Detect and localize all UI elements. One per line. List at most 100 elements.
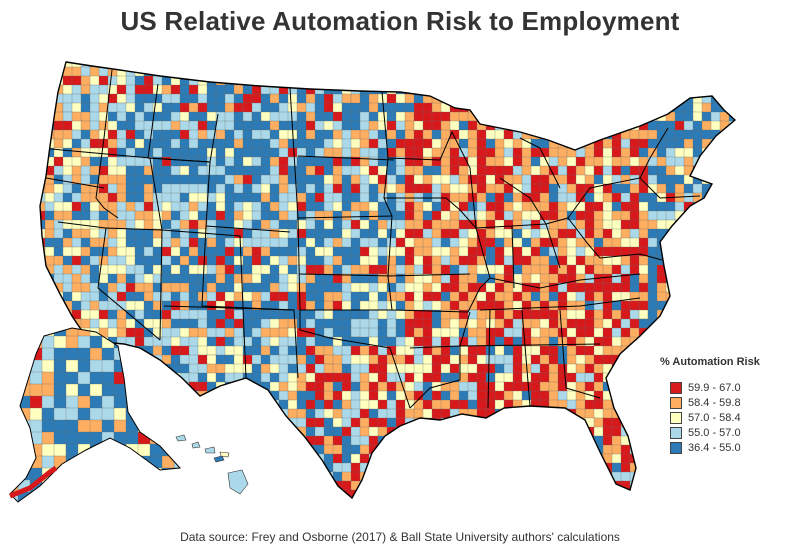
county-cell — [692, 462, 703, 474]
county-cell — [395, 480, 408, 491]
county-cell — [125, 291, 137, 302]
county-cell — [125, 327, 136, 338]
county-cell — [278, 219, 290, 230]
county-cell — [494, 381, 506, 393]
county-cell — [557, 66, 570, 78]
county-cell — [71, 84, 82, 95]
county-cell — [395, 426, 408, 439]
county-cell — [530, 62, 543, 70]
county-cell — [215, 426, 227, 437]
county-cell — [40, 111, 47, 124]
county-cell — [233, 62, 245, 68]
county-cell — [179, 183, 190, 194]
county-cell — [116, 480, 129, 493]
county-cell — [44, 489, 55, 498]
county-cell — [170, 390, 183, 402]
county-cell — [566, 102, 580, 113]
county-cell — [137, 371, 151, 386]
county-cell — [467, 246, 479, 257]
county-cell — [422, 62, 434, 70]
county-cell — [738, 139, 748, 150]
county-cell — [638, 111, 651, 122]
county-cell — [224, 426, 236, 438]
county-cell — [197, 399, 208, 412]
county-cell — [101, 407, 116, 421]
county-cell — [378, 499, 387, 508]
legend: % Automation Risk 59.9 - 67.0 58.4 - 59.8… — [660, 356, 790, 455]
county-cell — [494, 435, 505, 448]
county-cell — [224, 390, 237, 401]
county-cell — [413, 75, 426, 88]
county-cell — [125, 75, 136, 86]
county-cell — [467, 336, 478, 347]
county-cell — [575, 183, 586, 194]
county-cell — [692, 210, 706, 224]
county-cell — [179, 66, 190, 78]
county-cell — [485, 62, 498, 69]
county-cell — [468, 499, 480, 509]
county-cell — [458, 192, 469, 203]
county-cell — [287, 480, 299, 493]
county-cell — [62, 120, 74, 132]
county-cell — [494, 102, 505, 113]
county-cell — [233, 129, 244, 140]
county-cell — [530, 309, 541, 321]
county-cell — [647, 381, 658, 394]
county-cell — [548, 84, 561, 96]
county-cell — [215, 480, 226, 492]
county-cell — [116, 489, 127, 498]
county-cell — [17, 443, 34, 459]
county-cell — [170, 129, 181, 140]
county-cell — [269, 435, 281, 447]
county-cell — [674, 62, 686, 69]
county-cell — [53, 491, 69, 502]
county-cell — [611, 102, 623, 114]
county-cell — [305, 111, 317, 122]
county-cell — [369, 499, 380, 510]
county-cell — [137, 407, 151, 424]
county-cell — [98, 300, 110, 311]
county-cell — [530, 462, 543, 475]
county-cell — [512, 408, 525, 419]
county-cell — [44, 300, 56, 313]
county-cell — [647, 102, 660, 115]
county-cell — [422, 282, 434, 293]
county-cell — [575, 75, 587, 87]
county-cell — [521, 381, 533, 393]
county-cell — [260, 66, 273, 78]
county-cell — [620, 84, 633, 95]
county-cell — [332, 210, 343, 221]
county-cell — [170, 480, 181, 493]
county-cell — [683, 336, 695, 347]
county-cell — [251, 480, 262, 493]
county-cell — [296, 102, 308, 114]
county-cell — [179, 129, 190, 140]
county-cell — [629, 381, 640, 393]
county-cell — [738, 193, 749, 204]
county-cell — [53, 129, 64, 141]
county-cell — [638, 471, 651, 483]
county-cell — [161, 435, 174, 446]
county-cell — [125, 381, 137, 394]
county-cell — [548, 453, 561, 466]
county-cell — [40, 264, 46, 277]
county-cell — [80, 228, 91, 239]
county-cell — [503, 480, 516, 493]
county-cell — [53, 479, 67, 494]
county-cell — [251, 453, 264, 466]
county-cell — [98, 480, 110, 492]
county-cell — [521, 453, 534, 465]
county-cell — [584, 453, 596, 464]
county-cell — [53, 318, 66, 331]
county-cell — [80, 120, 92, 132]
county-cell — [251, 62, 263, 70]
county-cell — [683, 138, 695, 149]
county-cell — [377, 66, 388, 77]
county-cell — [728, 336, 735, 349]
county-cell — [719, 291, 731, 303]
county-cell — [666, 499, 676, 510]
county-cell — [665, 62, 678, 68]
county-cell — [135, 499, 144, 510]
county-cell — [206, 471, 217, 484]
county-cell — [29, 419, 44, 434]
